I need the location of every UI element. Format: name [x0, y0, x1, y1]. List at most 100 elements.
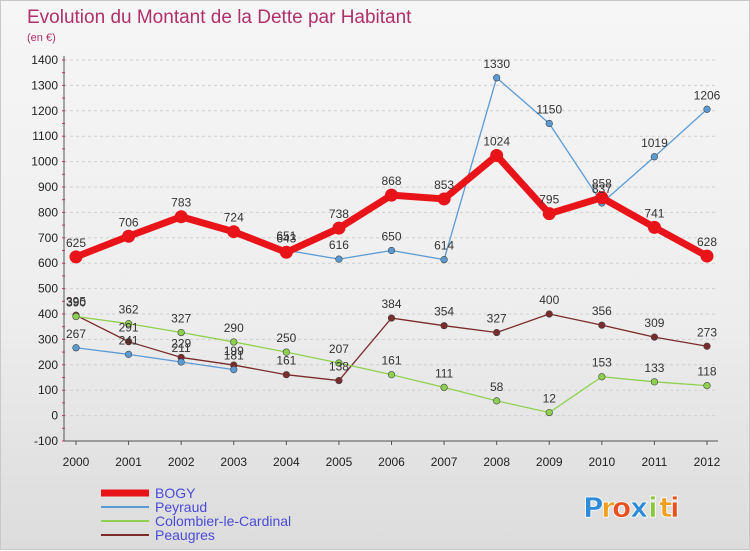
x-tick-label: 2008 — [483, 455, 510, 469]
series-bogy — [69, 149, 714, 264]
data-point — [545, 408, 553, 417]
data-label: 327 — [487, 312, 507, 326]
data-label: 1330 — [483, 57, 510, 71]
x-tick-label: 2009 — [536, 455, 563, 469]
data-point — [545, 119, 553, 128]
data-point — [332, 221, 346, 235]
data-point — [72, 312, 80, 321]
data-label: 868 — [381, 174, 401, 188]
x-tick-label: 2004 — [273, 455, 300, 469]
data-label: 153 — [592, 356, 612, 370]
y-tick-label: 300 — [38, 332, 58, 346]
data-point — [700, 249, 714, 263]
logo-letter: i — [670, 491, 680, 524]
chart-subtitle: (en €) — [27, 32, 56, 44]
data-point — [650, 153, 659, 161]
data-point — [542, 207, 556, 221]
data-label: 614 — [434, 239, 454, 253]
data-point — [124, 320, 133, 328]
data-label: 628 — [697, 235, 717, 249]
data-label: 395 — [66, 294, 86, 308]
legend-label: Peaugres — [155, 527, 215, 543]
data-point — [282, 348, 290, 356]
data-point — [177, 328, 185, 337]
data-label: 207 — [329, 342, 349, 356]
data-point — [122, 229, 136, 243]
data-point — [703, 382, 711, 390]
data-point — [124, 350, 133, 358]
data-label: 651 — [276, 229, 296, 243]
y-tick-label: 1400 — [31, 53, 58, 67]
y-tick-label: 0 — [51, 409, 58, 423]
data-label: 199 — [224, 344, 244, 358]
data-label: 118 — [697, 365, 716, 379]
data-point — [493, 328, 501, 337]
data-label: 133 — [644, 361, 664, 375]
data-point — [703, 105, 711, 113]
data-label: 625 — [66, 236, 86, 250]
data-point — [335, 359, 343, 367]
data-label: 837 — [592, 182, 612, 196]
data-label: 390 — [66, 296, 86, 310]
data-label: 724 — [224, 211, 244, 225]
data-point — [69, 250, 83, 264]
data-label: 738 — [329, 207, 349, 221]
data-point — [490, 149, 504, 163]
series-line — [285, 249, 445, 261]
series-line — [443, 77, 708, 261]
data-label: 250 — [276, 331, 296, 345]
data-point — [545, 310, 553, 318]
data-point — [703, 342, 711, 350]
data-label: 362 — [119, 303, 139, 317]
data-point — [335, 255, 343, 263]
data-point — [72, 344, 80, 352]
x-tick-label: 2010 — [588, 455, 615, 469]
data-label: 161 — [276, 354, 296, 368]
y-tick-label: 800 — [38, 205, 58, 219]
data-point — [440, 256, 448, 264]
data-point — [595, 191, 609, 205]
x-tick-label: 2011 — [642, 455, 668, 469]
data-label: 1206 — [694, 88, 721, 102]
data-label: 706 — [119, 215, 139, 229]
data-point — [598, 321, 606, 329]
y-tick-label: -100 — [34, 434, 58, 448]
series-lines — [69, 74, 714, 417]
data-label: 111 — [435, 366, 454, 380]
data-point — [647, 220, 661, 234]
data-label: 58 — [490, 380, 504, 394]
data-label: 650 — [381, 230, 401, 244]
data-point — [650, 333, 659, 341]
data-point — [387, 246, 396, 255]
y-tick-label: 700 — [38, 231, 58, 245]
x-tick-label: 2005 — [326, 455, 353, 469]
x-tick-label: 2001 — [115, 455, 142, 469]
x-tick-label: 2002 — [168, 455, 195, 469]
logo-letter: x — [630, 491, 648, 524]
chart-title: Evolution du Montant de la Dette par Hab… — [27, 7, 412, 28]
data-point — [598, 373, 606, 381]
data-label: 356 — [592, 304, 612, 318]
y-tick-label: 400 — [38, 307, 58, 321]
x-tick-label: 2000 — [63, 455, 90, 469]
y-tick-label: 100 — [38, 383, 58, 397]
legend-label: Colombier-le-Cardinal — [155, 513, 291, 529]
data-label: 783 — [171, 196, 191, 210]
x-tick-label: 2003 — [220, 455, 247, 469]
logo-letter: r — [601, 491, 615, 524]
data-point — [279, 245, 293, 259]
data-point — [437, 192, 451, 206]
series-colombier-le-cardinal — [72, 312, 711, 417]
data-label: 1024 — [483, 135, 510, 149]
data-label: 1150 — [536, 103, 562, 117]
data-point — [650, 378, 659, 386]
data-labels: 395 291 229 199 161 138 384 354 327 400 356 309 273 3… — [66, 57, 721, 406]
data-label: 291 — [119, 321, 139, 335]
data-label: 161 — [381, 354, 401, 368]
y-tick-label: 500 — [38, 282, 58, 296]
data-label: 354 — [434, 305, 454, 319]
data-label: 327 — [171, 312, 191, 326]
data-label: 290 — [224, 321, 244, 335]
series-line — [75, 347, 235, 371]
